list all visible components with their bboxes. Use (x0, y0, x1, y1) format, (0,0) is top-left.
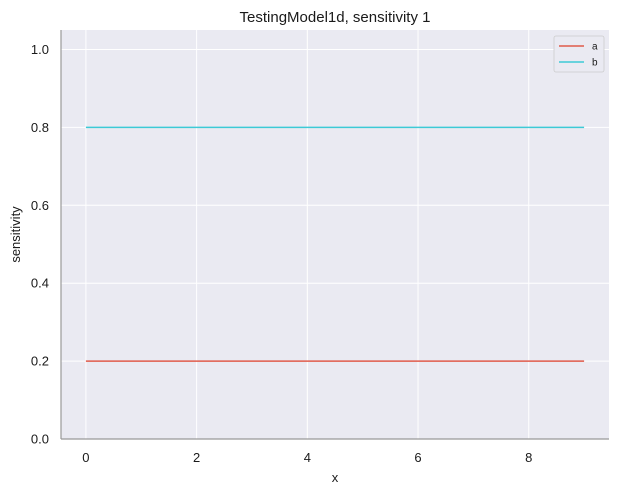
plot-area (61, 30, 609, 439)
y-axis-label: sensitivity (8, 206, 23, 263)
x-tick-label: 8 (525, 450, 532, 465)
legend-label-b: b (592, 58, 598, 69)
x-axis-label: x (332, 470, 339, 485)
x-tick-label: 4 (304, 450, 311, 465)
y-tick-label: 1.0 (31, 42, 49, 57)
chart-title: TestingModel1d, sensitivity 1 (240, 9, 431, 26)
y-tick-label: 0.0 (31, 432, 49, 447)
legend: ab (553, 35, 605, 73)
legend-label-a: a (592, 42, 598, 53)
x-tick-label: 2 (193, 450, 200, 465)
y-tick-label: 0.8 (31, 120, 49, 135)
x-tick-label: 6 (414, 450, 421, 465)
series-lines (85, 126, 585, 362)
y-tick-label: 0.2 (31, 354, 49, 369)
tick-labels: 0 2 4 6 8 0.0 0.2 0.4 0.6 0.8 1.0 (31, 42, 532, 465)
x-tick-label: 0 (82, 450, 89, 465)
axes (60, 30, 609, 440)
y-tick-label: 0.6 (31, 198, 49, 213)
legend-box (553, 35, 605, 73)
y-tick-label: 0.4 (31, 276, 49, 291)
